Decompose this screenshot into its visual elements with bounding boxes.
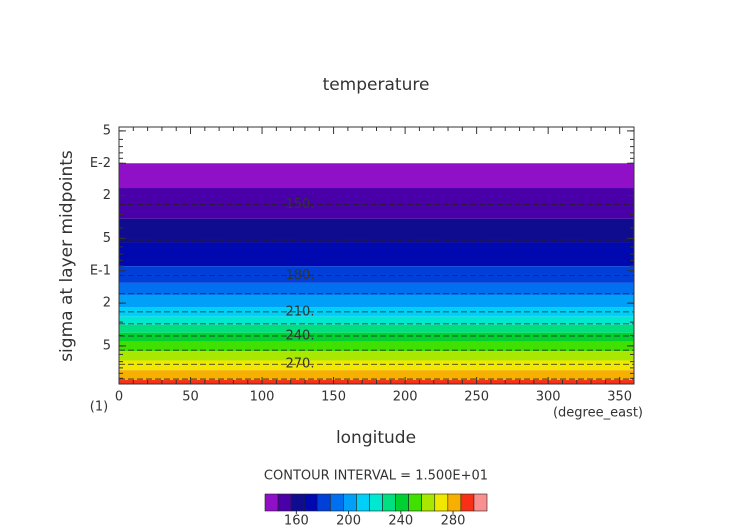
colorbar-box [434, 493, 449, 512]
shaded-band [119, 282, 634, 295]
colorbar-box [290, 493, 305, 512]
x-axis-label: longitude [336, 428, 416, 448]
colorbar-box [316, 493, 331, 512]
contour-label: 270. [286, 357, 315, 372]
shaded-band [119, 163, 634, 189]
contour-interval: CONTOUR INTERVAL = 1.500E+01 [264, 469, 488, 484]
x-axis-unit: (degree_east) [553, 406, 643, 421]
x-tick-label: 200 [393, 390, 418, 405]
colorbar-box [356, 493, 370, 512]
colorbar-box [473, 493, 488, 512]
colorbar-tick-label: 280 [441, 514, 466, 529]
colorbar-tick-label: 240 [388, 514, 413, 529]
colorbar-box [264, 493, 279, 512]
colorbar-box [343, 493, 357, 512]
colorbar-box [447, 493, 462, 512]
shaded-band [119, 218, 634, 243]
contour-label: 210. [286, 304, 315, 319]
y-tick-label: 5 [103, 123, 111, 138]
shaded-band [119, 351, 634, 361]
colorbar-box [421, 493, 436, 512]
y-tick-label: 5 [103, 231, 111, 246]
shaded-band [119, 294, 634, 308]
x-tick-label: 50 [182, 390, 199, 405]
x-tick-label: 250 [464, 390, 489, 405]
colorbar-box [382, 493, 396, 512]
x-tick-label: 100 [250, 390, 275, 405]
contour-label: 180. [286, 268, 315, 283]
shaded-band [119, 316, 634, 325]
colorbar-box [408, 493, 423, 512]
colorbar-box [329, 493, 344, 512]
colorbar-box [303, 493, 318, 512]
shaded-band [119, 332, 634, 342]
y-axis-unit: (1) [90, 400, 108, 415]
colorbar-box [460, 493, 475, 512]
shaded-band [119, 242, 634, 267]
shaded-band [119, 341, 634, 352]
colorbar-box [369, 493, 383, 512]
y-tick-label: 2 [103, 296, 111, 311]
x-tick-label: 300 [536, 390, 561, 405]
shaded-band [119, 188, 634, 219]
shaded-band [119, 324, 634, 333]
y-axis-label: sigma at layer midpoints [57, 150, 77, 362]
chart-title: temperature [323, 75, 430, 95]
shaded-band [119, 370, 634, 381]
y-tick-label: E-2 [90, 156, 111, 171]
shaded-band [119, 266, 634, 283]
y-tick-label: 2 [103, 188, 111, 203]
contour-label: 240. [286, 328, 315, 343]
shaded-band [119, 360, 634, 371]
colorbar-box [395, 493, 409, 512]
y-tick-label: 5 [103, 338, 111, 353]
colorbar-tick-label: 160 [284, 514, 309, 529]
x-tick-label: 0 [115, 390, 123, 405]
contour-label: 150. [286, 197, 315, 212]
x-tick-label: 350 [607, 390, 632, 405]
colorbar-box [277, 493, 292, 512]
colorbar-tick-label: 200 [336, 514, 361, 529]
x-tick-label: 150 [321, 390, 346, 405]
y-tick-label: E-1 [90, 263, 111, 278]
